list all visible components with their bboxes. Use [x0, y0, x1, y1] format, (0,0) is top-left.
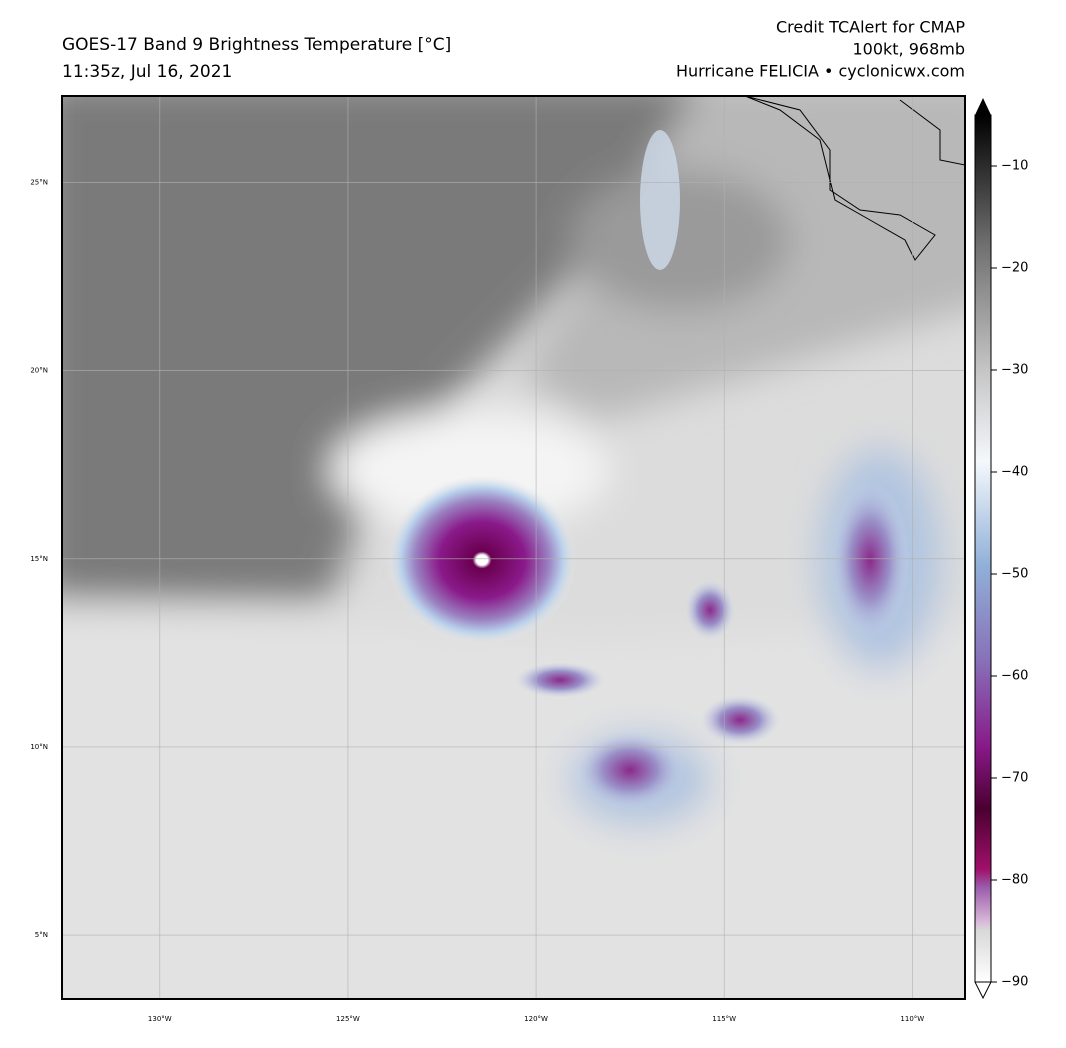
lat-label: 25°N — [30, 179, 48, 187]
colorbar-label: −20 — [1001, 261, 1028, 276]
credit: 100kt, 968mb — [852, 40, 965, 59]
colorbar-label: −40 — [1001, 465, 1028, 480]
lat-label: 10°N — [30, 743, 48, 751]
credit: Credit TCAlert for CMAP — [776, 18, 965, 37]
lat-label: 15°N — [30, 555, 48, 563]
colorbar-label: −60 — [1001, 669, 1028, 684]
colorbar-label: −80 — [1001, 873, 1028, 888]
lon-label: 130°W — [148, 1015, 172, 1023]
time: 11:35z, Jul 16, 2021 — [62, 62, 232, 82]
lon-label: 125°W — [336, 1015, 360, 1023]
colorbar-extend — [975, 98, 991, 115]
map-frame — [61, 95, 966, 1000]
colorbar-label: −50 — [1001, 567, 1028, 582]
satellite-image — [62, 96, 965, 999]
lon-label: 110°W — [900, 1015, 924, 1023]
colorbar-label: −10 — [1001, 159, 1028, 174]
colorbar-frame — [974, 114, 992, 983]
colorbar-extend — [974, 981, 992, 1000]
lon-label: 115°W — [712, 1015, 736, 1023]
lon-label: 120°W — [524, 1015, 548, 1023]
title: GOES-17 Band 9 Brightness Temperature [°… — [62, 35, 451, 55]
colorbar — [975, 115, 991, 982]
lat-label: 20°N — [30, 367, 48, 375]
lat-label: 5°N — [35, 931, 48, 939]
colorbar-label: −90 — [1001, 975, 1028, 990]
colorbar-label: −70 — [1001, 771, 1028, 786]
colorbar-label: −30 — [1001, 363, 1028, 378]
credit: Hurricane FELICIA • cyclonicwx.com — [676, 62, 965, 81]
